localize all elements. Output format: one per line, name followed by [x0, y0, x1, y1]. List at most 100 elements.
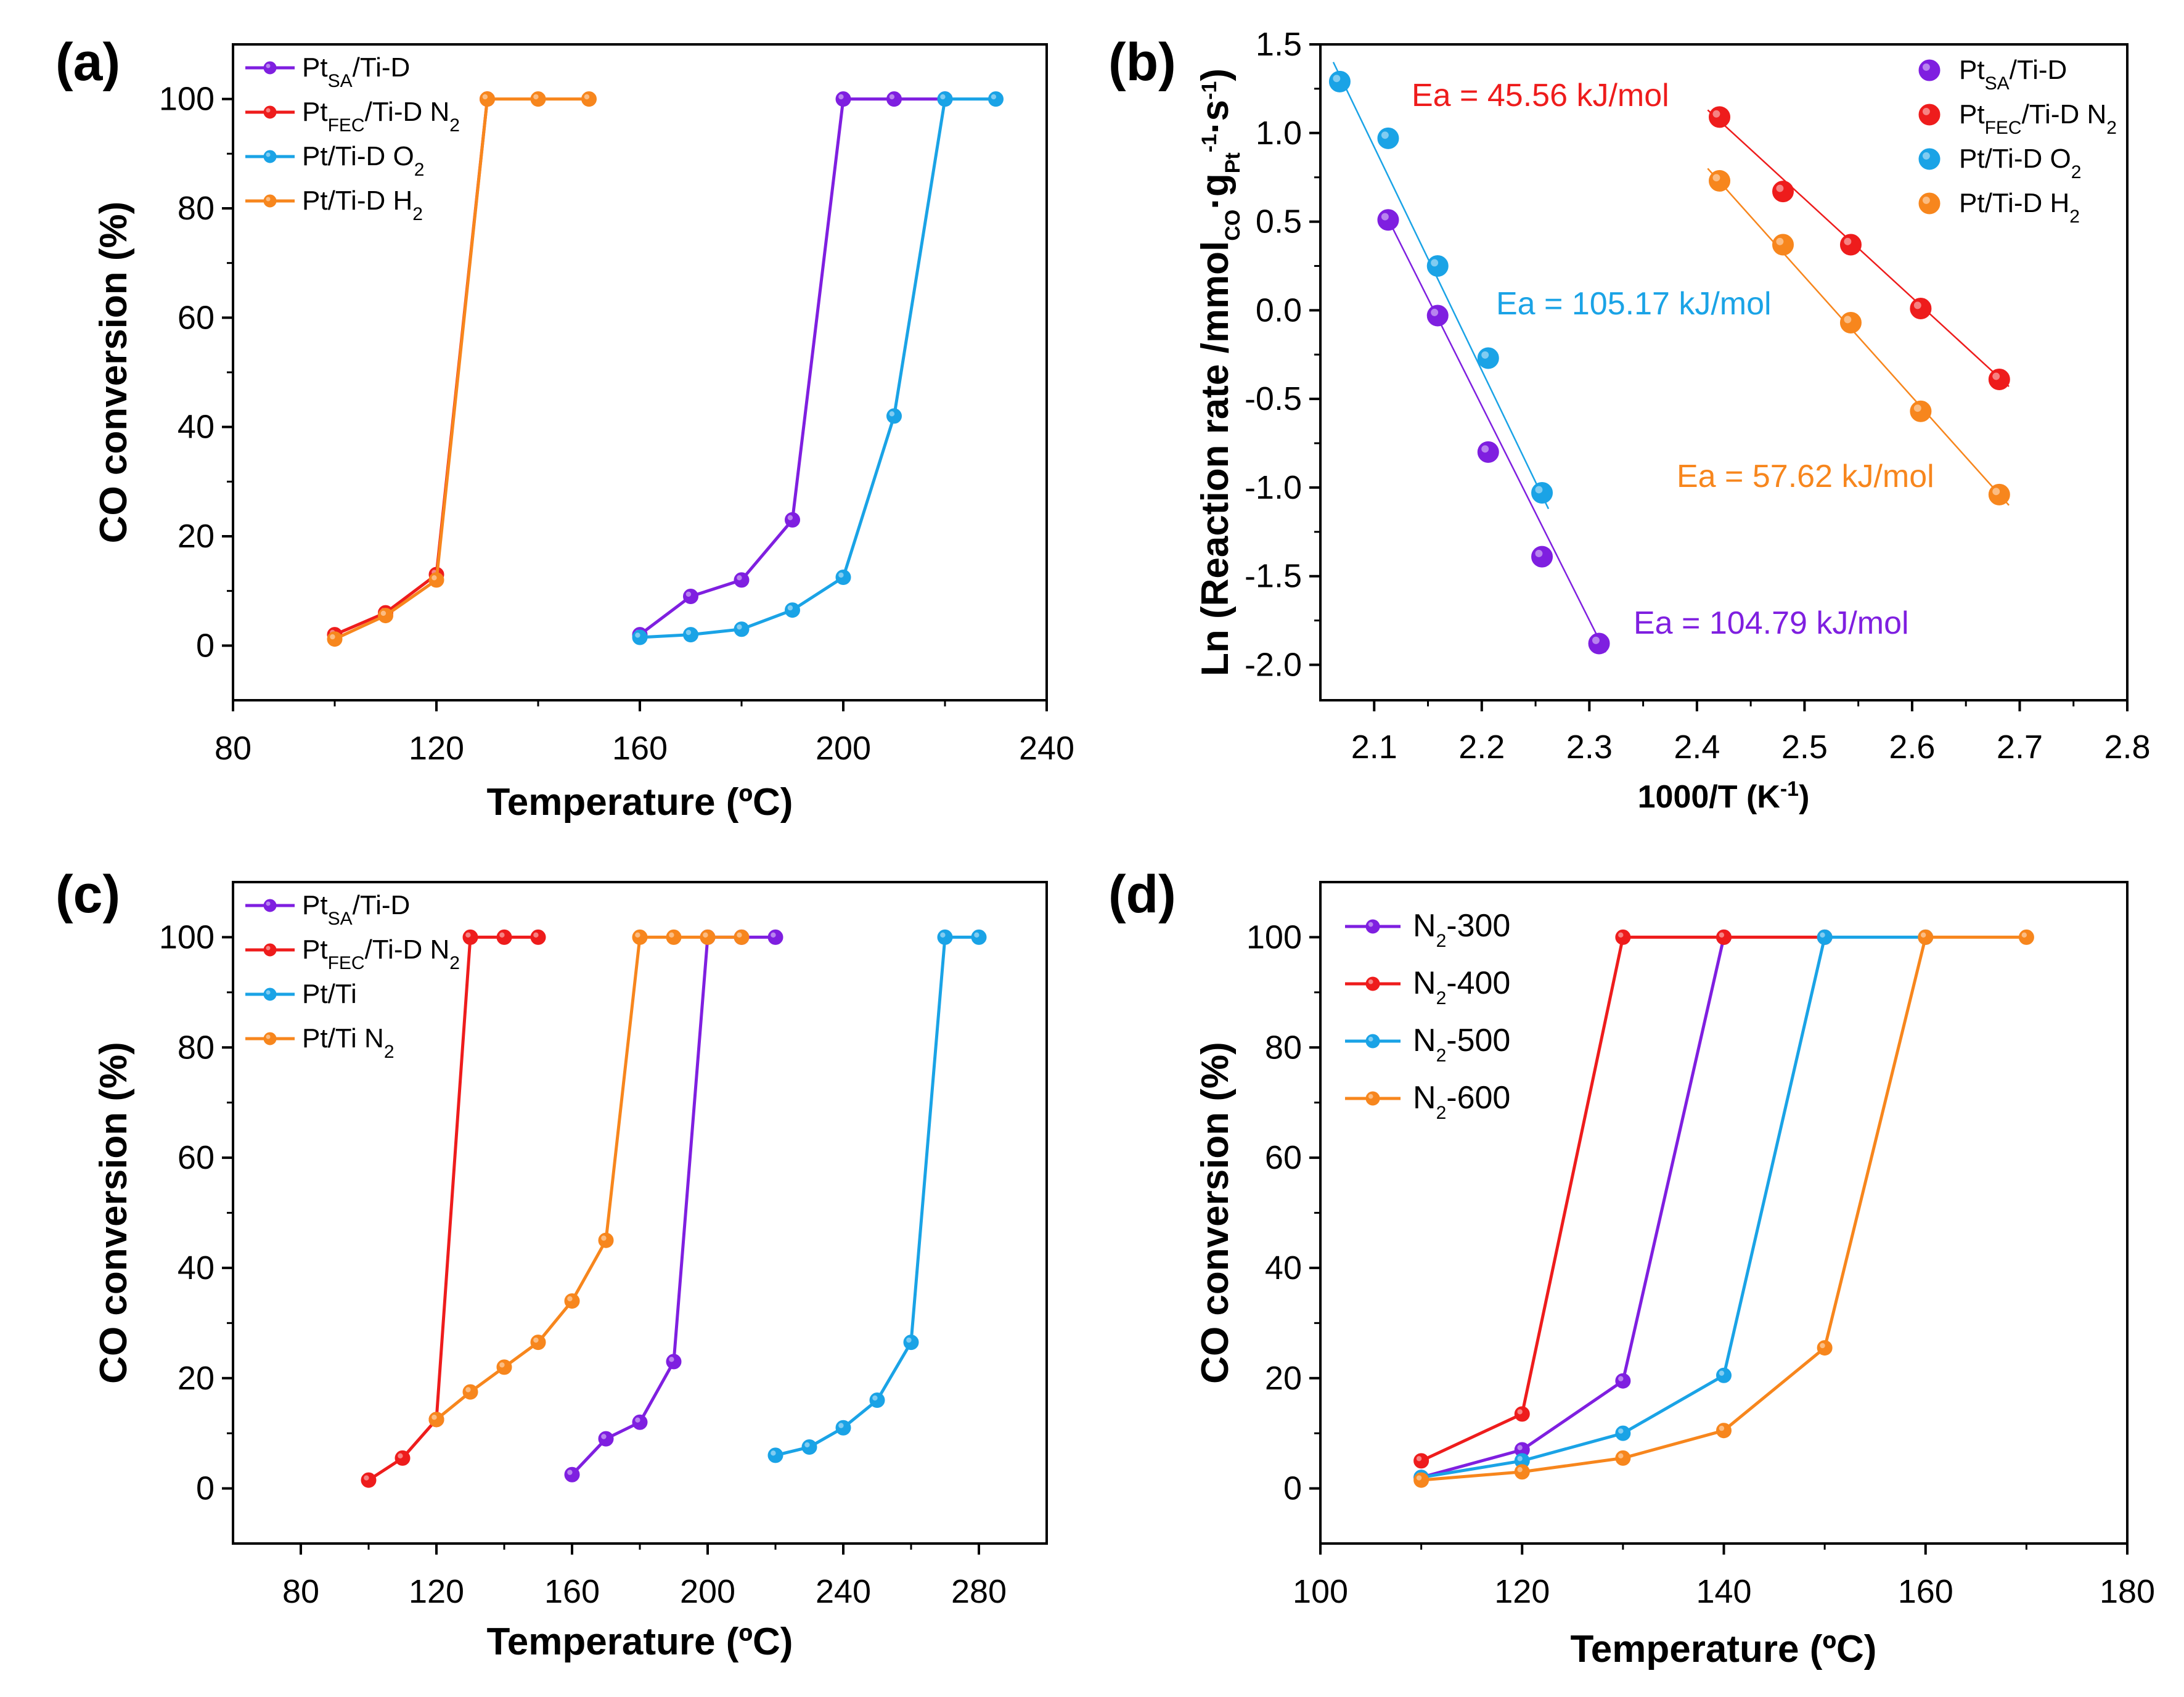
data-point-highlight [1481, 445, 1489, 453]
data-point [700, 929, 716, 945]
data-point-highlight [872, 1395, 878, 1401]
x-axis-title-main: 1000/T (K [1638, 779, 1781, 815]
data-point-highlight [1618, 1376, 1624, 1381]
legend-label-main: Pt/Ti-D O [1959, 144, 2071, 174]
data-point [263, 105, 277, 119]
data-point-highlight [2021, 932, 2027, 938]
chart-panel-a: 80 120 160 200 240 0 20 40 60 80 100 (a) Temperature… [55, 33, 1074, 824]
data-point-highlight [669, 1357, 674, 1362]
data-point [263, 943, 277, 957]
plot-frame [1319, 43, 2129, 701]
data-point-highlight [266, 901, 271, 906]
series-orange [1707, 168, 2010, 506]
data-point [734, 621, 750, 637]
legend-label-main: Pt [302, 97, 328, 127]
data-point-highlight [1844, 237, 1852, 245]
series-line [1420, 936, 1725, 1479]
data-point-highlight [838, 1423, 844, 1428]
data-point [1615, 1450, 1631, 1466]
y-axis-title-main: Ln (Reaction rate /mmol [1194, 241, 1237, 676]
x-tick-label: 100 [1293, 1573, 1348, 1610]
data-point [581, 91, 597, 107]
data-point [1377, 209, 1399, 231]
legend-label-main: Pt [1959, 99, 1985, 129]
legend-label-subscript: 2 [2106, 118, 2117, 138]
x-tick-label: 180 [2100, 1573, 2155, 1610]
legend-label-subscript: 2 [1436, 988, 1447, 1008]
series-line [334, 99, 489, 636]
data-point-highlight [940, 94, 946, 100]
data-point [632, 929, 648, 945]
data-point [1709, 170, 1731, 192]
data-point [767, 929, 783, 945]
data-point [1328, 70, 1351, 92]
x-tick-label: 140 [1696, 1573, 1751, 1610]
data-point-highlight [465, 1387, 471, 1392]
y-tick-label: -1.5 [1245, 558, 1302, 595]
data-point-highlight [1431, 308, 1439, 316]
data-point-highlight [1517, 1445, 1523, 1450]
series-line [639, 97, 945, 636]
data-point [683, 589, 698, 605]
data-point-highlight [1368, 979, 1373, 984]
chart-panel-c: 80 120 160 200 240 280 0 20 40 60 80 100 (c) Temperat… [55, 865, 1048, 1663]
data-point [801, 1439, 817, 1455]
x-axis-title: Temperature (ºC) [1571, 1628, 1877, 1670]
data-point [1772, 234, 1794, 256]
data-point-highlight [703, 932, 708, 938]
data-point [1988, 483, 2010, 505]
data-point [1377, 127, 1399, 149]
series-purple [564, 929, 783, 1482]
data-point-highlight [889, 411, 895, 417]
x-tick-label: 120 [409, 1573, 464, 1610]
data-point [1839, 234, 1862, 256]
series-purple [1413, 929, 1732, 1486]
legend-label: Pt/Ti [302, 979, 357, 1009]
data-point-highlight [889, 94, 895, 100]
data-point [1772, 181, 1794, 203]
data-point [496, 929, 512, 945]
data-point-highlight [266, 946, 271, 951]
data-point-highlight [1381, 131, 1389, 139]
data-point-highlight [1618, 1428, 1624, 1434]
panel-label: (c) [55, 865, 120, 924]
legend-label-subscript: SA [328, 909, 353, 929]
data-point [1365, 919, 1380, 934]
data-point [395, 1450, 411, 1466]
legend-label-main: N [1413, 965, 1436, 1001]
data-point [1615, 1373, 1631, 1389]
x-tick-label: 2.6 [1889, 729, 1935, 766]
data-point [462, 929, 478, 945]
y-axis-title-superscript: -1 [1198, 81, 1221, 100]
legend-label-subscript: 2 [2069, 207, 2080, 227]
data-point-highlight [533, 1337, 539, 1343]
series-orange [428, 929, 750, 1428]
data-point [1426, 255, 1449, 277]
legend-label-subscript: 2 [384, 1042, 395, 1062]
y-tick-label: 20 [1265, 1360, 1302, 1397]
data-point-highlight [991, 94, 997, 100]
y-axis-title: CO conversion (%) [1194, 1042, 1237, 1384]
series-orange [327, 91, 597, 647]
y-tick-label: 1.5 [1256, 26, 1302, 63]
data-point-highlight [266, 1034, 271, 1039]
legend-label-main: N [1413, 1023, 1436, 1058]
data-point [263, 61, 277, 75]
data-point-highlight [431, 575, 437, 581]
legend-label-rest: /Ti-D N [365, 97, 450, 127]
data-point-highlight [838, 572, 844, 578]
series-line [1421, 935, 2027, 1482]
data-point [886, 408, 902, 424]
legend-label-subscript: FEC [1985, 118, 2022, 138]
data-point [666, 929, 682, 945]
data-point [835, 91, 851, 107]
data-point [1365, 1034, 1380, 1049]
data-point-highlight [1517, 1456, 1523, 1462]
series-line [367, 935, 538, 1482]
data-point-highlight [499, 932, 505, 938]
data-point-highlight [1776, 237, 1784, 245]
legend-label: Pt/Ti-D H2 [1959, 188, 2080, 227]
y-axis-title: CO conversion (%) [92, 1042, 135, 1384]
